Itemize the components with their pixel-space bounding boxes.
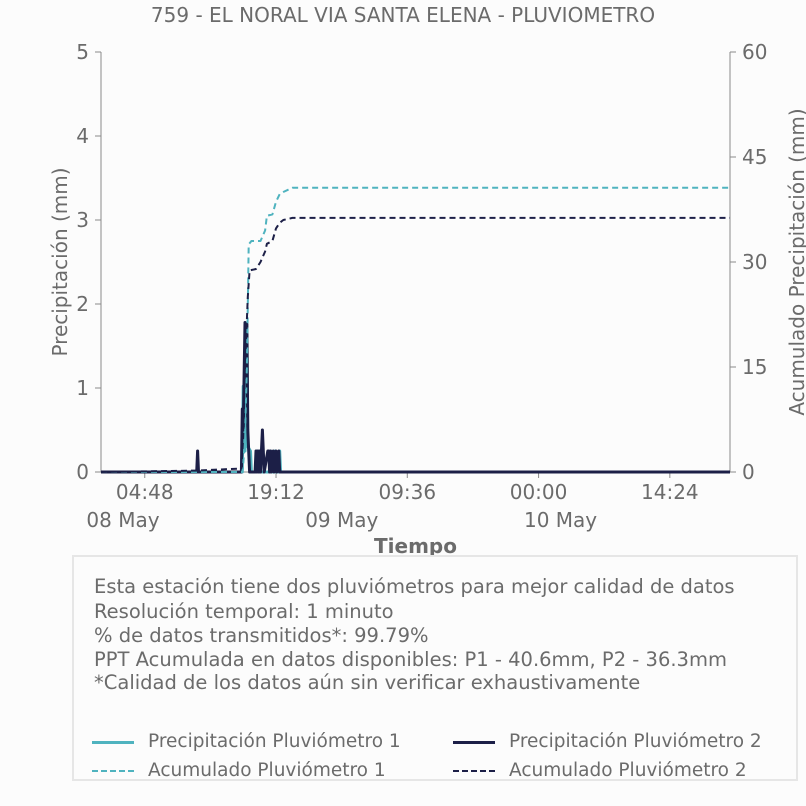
legend-label-acc2: Acumulado Pluviómetro 2 bbox=[509, 760, 747, 781]
x-tick-label: 04:48 bbox=[116, 480, 174, 504]
left-y-axis-label: Precipitación (mm) bbox=[48, 167, 72, 356]
info-legend-box: Esta estación tiene dos pluviómetros par… bbox=[72, 555, 798, 781]
legend-label-p2: Precipitación Pluviómetro 2 bbox=[509, 731, 762, 752]
legend-label-p1: Precipitación Pluviómetro 1 bbox=[148, 731, 401, 752]
series-line-1 bbox=[101, 327, 730, 474]
left-tick-label: 3 bbox=[76, 208, 89, 232]
info-line-accumulated: PPT Acumulada en datos disponibles: P1 -… bbox=[94, 648, 727, 671]
right-tick-label: 15 bbox=[742, 355, 767, 379]
legend-swatch-p1 bbox=[92, 741, 134, 744]
x-tick-label: 14:24 bbox=[641, 480, 699, 504]
info-line-transmitted: % de datos transmitidos*: 99.79% bbox=[94, 624, 429, 647]
left-tick-label: 0 bbox=[76, 460, 89, 484]
right-y-axis-label: Acumulado Precipitación (mm) bbox=[785, 108, 806, 415]
legend-swatch-acc2 bbox=[453, 770, 495, 772]
x-tick-label: 19:12 bbox=[247, 480, 305, 504]
series-line-2 bbox=[101, 321, 730, 474]
legend-swatch-p2 bbox=[453, 741, 495, 744]
left-tick-label: 2 bbox=[76, 292, 89, 316]
legend-label-acc1: Acumulado Pluviómetro 1 bbox=[148, 760, 386, 781]
chart-title: 759 - EL NORAL VIA SANTA ELENA - PLUVIOM… bbox=[150, 3, 656, 27]
legend-swatch-acc1 bbox=[92, 770, 134, 772]
right-tick-label: 60 bbox=[742, 40, 767, 64]
left-tick-label: 4 bbox=[76, 124, 89, 148]
left-tick-label: 5 bbox=[76, 40, 89, 64]
right-tick-label: 0 bbox=[742, 460, 755, 484]
series-line-3 bbox=[101, 186, 730, 473]
right-tick-label: 30 bbox=[742, 250, 767, 274]
info-line-quality: *Calidad de los datos aún sin verificar … bbox=[94, 671, 641, 694]
right-tick-label: 45 bbox=[742, 145, 767, 169]
x-tick-label: 09:36 bbox=[378, 480, 436, 504]
x-tick-label: 00:00 bbox=[510, 480, 568, 504]
x-date-label: 08 May bbox=[86, 508, 159, 532]
x-axis-label: Tiempo bbox=[374, 534, 457, 558]
info-line-resolution: Resolución temporal: 1 minuto bbox=[94, 600, 394, 623]
info-line-stations: Esta estación tiene dos pluviómetros par… bbox=[94, 575, 735, 598]
x-date-label: 09 May bbox=[305, 508, 378, 532]
series-line-4 bbox=[100, 216, 730, 473]
left-tick-label: 1 bbox=[76, 376, 89, 400]
x-date-label: 10 May bbox=[524, 508, 597, 532]
